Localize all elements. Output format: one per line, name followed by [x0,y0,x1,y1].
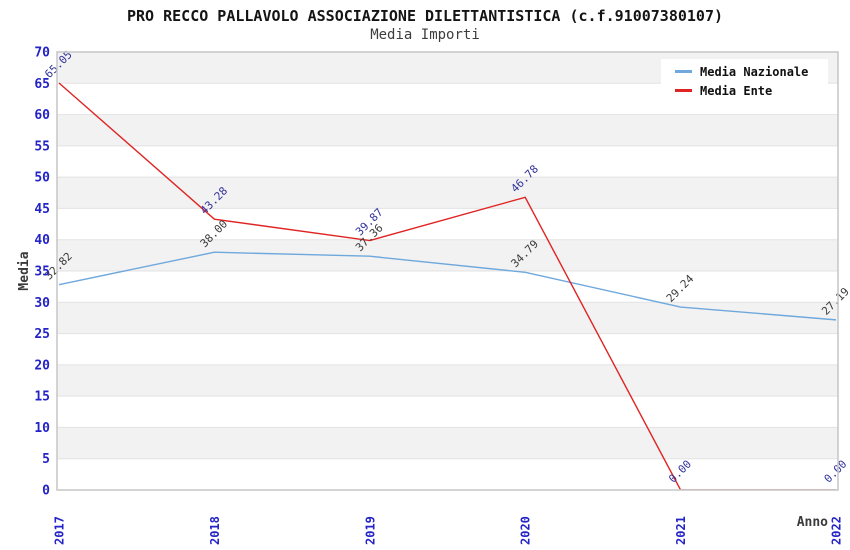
y-tick-label: 70 [34,46,50,61]
chart-title: PRO RECCO PALLAVOLO ASSOCIAZIONE DILETTA… [127,7,723,25]
legend-label-media-ente: Media Ente [700,84,772,98]
y-tick-label: 15 [34,390,50,405]
legend-item-media-ente: Media Ente [675,84,772,98]
y-tick-label: 45 [34,202,50,217]
x-tick-label: 2018 [208,516,222,545]
grid-band [57,271,838,303]
y-tick-label: 20 [34,358,50,373]
legend-item-media-nazionale: Media Nazionale [675,65,808,79]
grid-band [57,427,838,459]
x-tick-label: 2019 [363,516,377,545]
y-tick-label: 50 [34,171,50,186]
y-tick-label: 25 [34,327,50,342]
y-tick-label: 65 [34,77,50,92]
x-tick-label: 2022 [830,516,844,545]
grid-band [57,364,838,397]
y-tick-label: 35 [34,265,50,280]
y-tick-label: 5 [42,452,50,467]
grid-band [57,208,838,240]
grid-band [57,177,838,209]
series-line-media-ente [58,82,836,490]
y-tick-label: 10 [34,421,50,436]
y-tick-label: 40 [34,233,50,248]
y-tick-label: 30 [34,296,50,311]
y-tick-label: 0 [42,484,50,499]
series-line-media-nazionale [58,251,837,321]
grid-band [57,458,838,490]
x-tick-label: 2020 [519,516,533,545]
y-tick-label: 60 [34,108,50,123]
legend: Media Nazionale Media Ente [661,59,828,102]
plot-border [56,51,839,491]
legend-label-media-nazionale: Media Nazionale [700,65,808,79]
y-tick-label: 55 [34,139,50,154]
y-axis-label: Media [17,251,32,290]
chart-subtitle: Media Importi [370,27,480,43]
grid-band [57,396,838,428]
grid-band [57,302,838,334]
x-tick-label: 2021 [674,516,688,545]
grid-band [57,145,838,178]
grid-band [57,239,838,271]
grid-band [57,114,838,146]
x-axis-label: Anno [797,515,828,530]
legend-background [661,59,828,102]
x-tick-label: 2017 [53,516,67,545]
grid-band [57,333,838,365]
